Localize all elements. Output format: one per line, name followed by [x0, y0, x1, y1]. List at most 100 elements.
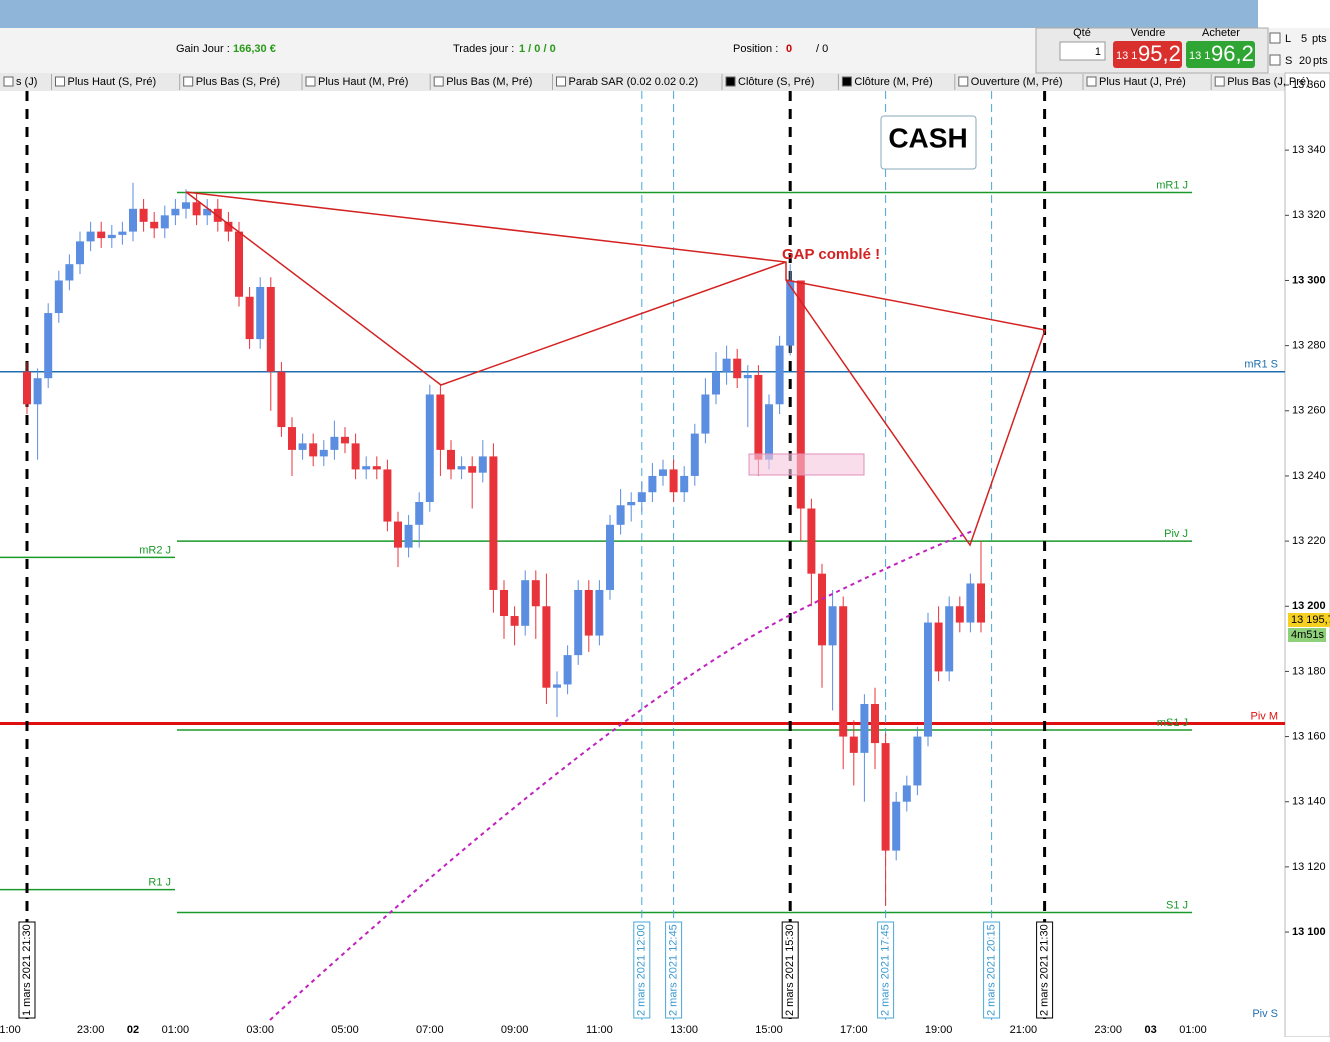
marker-label: 1 mars 2021 21:30 [21, 924, 33, 1016]
tab-checkbox [958, 76, 969, 87]
candle-body [245, 296, 254, 340]
x-tick-label: 01:00 [162, 1024, 190, 1036]
candle-body [256, 286, 265, 340]
candle-body [44, 313, 53, 379]
x-tick-label: 03:00 [246, 1024, 274, 1036]
candle-body [966, 583, 975, 623]
buy-label: Acheter [1202, 27, 1240, 39]
candle-body [531, 580, 540, 607]
candle-body [23, 371, 31, 405]
tab-label: Parab SAR (0.02 0.02 0.2) [569, 76, 699, 88]
candle-body [701, 394, 710, 434]
candle-body [107, 234, 116, 239]
x-tick-label: 21:00 [1010, 1024, 1038, 1036]
candle-body [383, 469, 392, 522]
candle-body [881, 743, 890, 851]
candle-body [319, 449, 328, 457]
level-label: R1 J [148, 877, 171, 889]
candle-body [436, 394, 445, 450]
candle-body [351, 443, 360, 470]
tab-checkbox [1214, 76, 1225, 87]
gain-value: 166,30 € [233, 43, 276, 55]
gap-zone [748, 453, 865, 476]
s-checkbox[interactable] [1269, 54, 1281, 66]
candle-body [362, 466, 371, 470]
trades-label: Trades jour : [453, 43, 514, 55]
tab-checkbox [1086, 76, 1097, 87]
tab-label: Plus Haut (J, Pré) [1099, 76, 1186, 88]
candle-body [902, 785, 911, 802]
y-tick-label: 13 220 [1292, 535, 1326, 547]
candle-body [765, 404, 773, 460]
candle-body [690, 433, 699, 476]
tab-checkbox [556, 76, 566, 87]
position-extra: / 0 [816, 43, 828, 55]
cash-label: CASH [888, 122, 967, 153]
candle-body [277, 371, 286, 428]
y-tick-label: 13 240 [1292, 470, 1326, 482]
candle-body [892, 801, 901, 851]
marker-label: 2 mars 2021 12:00 [636, 924, 648, 1016]
tab-checkbox [725, 76, 736, 87]
level-label: mR1 J [1156, 179, 1188, 191]
level-label: Piv M [1251, 710, 1279, 722]
y-tick-label: 13 300 [1292, 274, 1326, 286]
y-tick-label: 13 280 [1292, 340, 1326, 352]
price-flag-text: 13 195,7 [1291, 614, 1330, 626]
candle-body [171, 208, 180, 216]
candle-body [807, 508, 816, 574]
candle-body [139, 208, 148, 222]
y-tick-label: 13 320 [1292, 209, 1326, 221]
candle-body [478, 456, 487, 473]
candle-body [521, 580, 530, 626]
candle-body [796, 280, 805, 509]
qty-label: Qté [1073, 27, 1091, 39]
trend-lines [185, 191, 1046, 547]
candle-body [298, 443, 307, 450]
candle-body [415, 502, 424, 525]
candle-body [182, 202, 190, 209]
tab-label: Plus Bas (J, Pré) [1227, 76, 1310, 88]
candle-body [160, 215, 169, 229]
candle-body [468, 466, 477, 473]
candle-body [955, 606, 964, 623]
candle-body [786, 280, 795, 346]
marker-label: 2 mars 2021 17:45 [880, 924, 892, 1016]
s-unit: pts [1313, 55, 1328, 67]
buy-button[interactable] [1186, 41, 1255, 68]
x-tick-label: 15:00 [755, 1024, 783, 1036]
candle-body [616, 505, 625, 525]
candle-body [372, 466, 381, 470]
sar-curve [269, 529, 976, 1021]
x-tick-label: 19:00 [925, 1024, 953, 1036]
s-label: S [1285, 55, 1292, 67]
x-tick-label: 05:00 [331, 1024, 359, 1036]
candle-body [574, 589, 583, 656]
candle-body [563, 655, 572, 685]
marker-tag [983, 921, 1001, 1019]
candle-body [945, 606, 954, 672]
l-checkbox[interactable] [1269, 32, 1281, 44]
candle-body [150, 221, 159, 229]
x-tick-label: 02 [127, 1024, 139, 1036]
buy-price: 96,2 [1211, 41, 1254, 66]
candle-body [192, 202, 201, 216]
candle-body [489, 456, 498, 590]
candle-body [669, 469, 678, 493]
candle-body [733, 358, 742, 379]
qty-value: 1 [1095, 46, 1101, 58]
candle-body [330, 436, 339, 450]
tab-checkbox [305, 76, 316, 87]
marker-tag [18, 921, 36, 1019]
candle-body [425, 394, 434, 503]
sell-button[interactable] [1113, 41, 1182, 68]
tab-label: Plus Bas (S, Pré) [196, 76, 280, 88]
qty-input[interactable] [1059, 41, 1106, 61]
candle-body [404, 524, 413, 548]
marker-tag [1036, 921, 1054, 1019]
tab-label: Plus Bas (M, Pré) [446, 76, 532, 88]
x-tick-label: 07:00 [416, 1024, 444, 1036]
candle-body [648, 475, 657, 493]
candle-body [849, 736, 858, 753]
